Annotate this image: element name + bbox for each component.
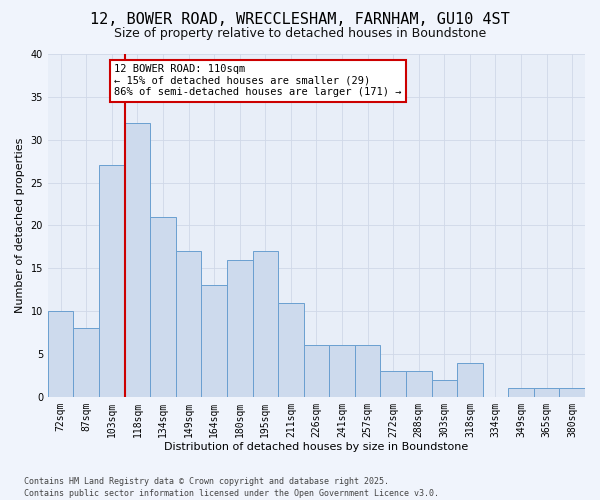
- X-axis label: Distribution of detached houses by size in Boundstone: Distribution of detached houses by size …: [164, 442, 469, 452]
- Bar: [380, 371, 406, 397]
- Bar: [150, 217, 176, 397]
- Bar: [176, 251, 202, 397]
- Bar: [73, 328, 99, 397]
- Bar: [508, 388, 534, 397]
- Bar: [99, 166, 125, 397]
- Text: Contains HM Land Registry data © Crown copyright and database right 2025.
Contai: Contains HM Land Registry data © Crown c…: [24, 476, 439, 498]
- Bar: [304, 346, 329, 397]
- Bar: [227, 260, 253, 397]
- Bar: [329, 346, 355, 397]
- Bar: [431, 380, 457, 397]
- Text: Size of property relative to detached houses in Boundstone: Size of property relative to detached ho…: [114, 28, 486, 40]
- Bar: [355, 346, 380, 397]
- Y-axis label: Number of detached properties: Number of detached properties: [15, 138, 25, 313]
- Bar: [48, 311, 73, 397]
- Bar: [202, 286, 227, 397]
- Bar: [278, 302, 304, 397]
- Bar: [534, 388, 559, 397]
- Bar: [406, 371, 431, 397]
- Bar: [125, 122, 150, 397]
- Bar: [253, 251, 278, 397]
- Text: 12 BOWER ROAD: 110sqm
← 15% of detached houses are smaller (29)
86% of semi-deta: 12 BOWER ROAD: 110sqm ← 15% of detached …: [115, 64, 402, 98]
- Text: 12, BOWER ROAD, WRECCLESHAM, FARNHAM, GU10 4ST: 12, BOWER ROAD, WRECCLESHAM, FARNHAM, GU…: [90, 12, 510, 28]
- Bar: [559, 388, 585, 397]
- Bar: [457, 362, 482, 397]
